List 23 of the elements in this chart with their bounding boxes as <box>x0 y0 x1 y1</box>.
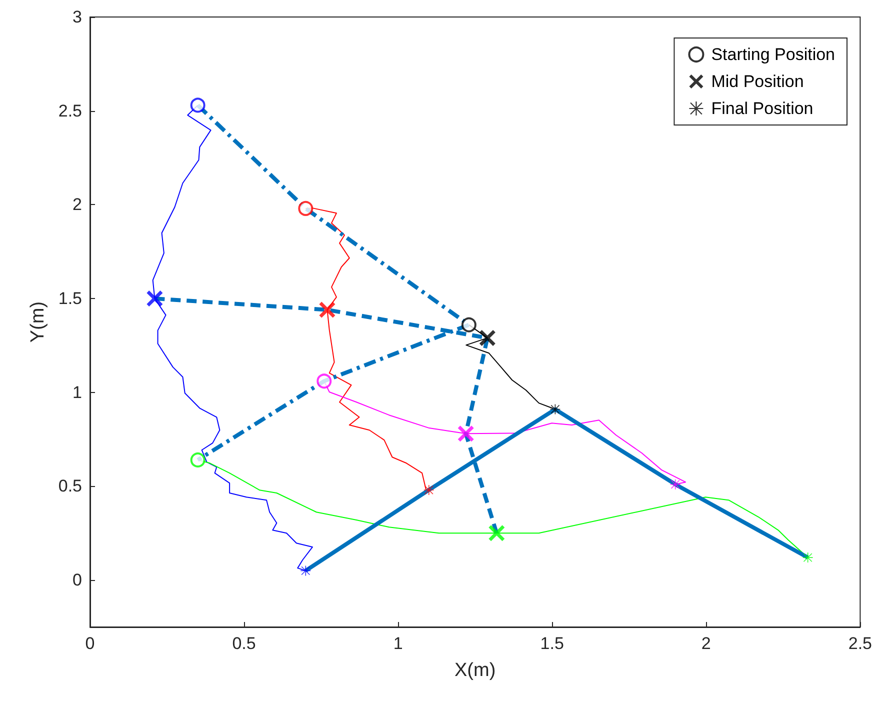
y-tick-label: 0.5 <box>58 476 82 496</box>
x-tick-label: 2.5 <box>848 634 872 653</box>
point <box>190 452 206 468</box>
y-tick-label: 2 <box>72 195 82 214</box>
y-tick-label: 0 <box>72 570 82 590</box>
point <box>461 317 476 332</box>
legend-label: Final Position <box>711 99 814 118</box>
x-tick-label: 0.5 <box>232 634 256 653</box>
y-axis-title: Y(m) <box>27 301 48 343</box>
y-tick-label: 1 <box>72 382 82 402</box>
x-tick-label: 1.5 <box>540 634 564 653</box>
y-tick-label: 3 <box>72 8 82 26</box>
x-tick-label: 1 <box>393 634 403 653</box>
legend-label: Mid Position <box>711 72 804 91</box>
x-tick-label: 0 <box>85 634 95 653</box>
legend-label: Starting Position <box>711 45 836 64</box>
point <box>190 98 206 113</box>
point <box>316 374 332 389</box>
y-tick-label: 1.5 <box>58 289 82 308</box>
y-tick-label: 2.5 <box>58 101 82 120</box>
x-tick-label: 2 <box>701 634 711 653</box>
point <box>298 200 314 216</box>
x-axis-title: X(m) <box>454 660 496 681</box>
